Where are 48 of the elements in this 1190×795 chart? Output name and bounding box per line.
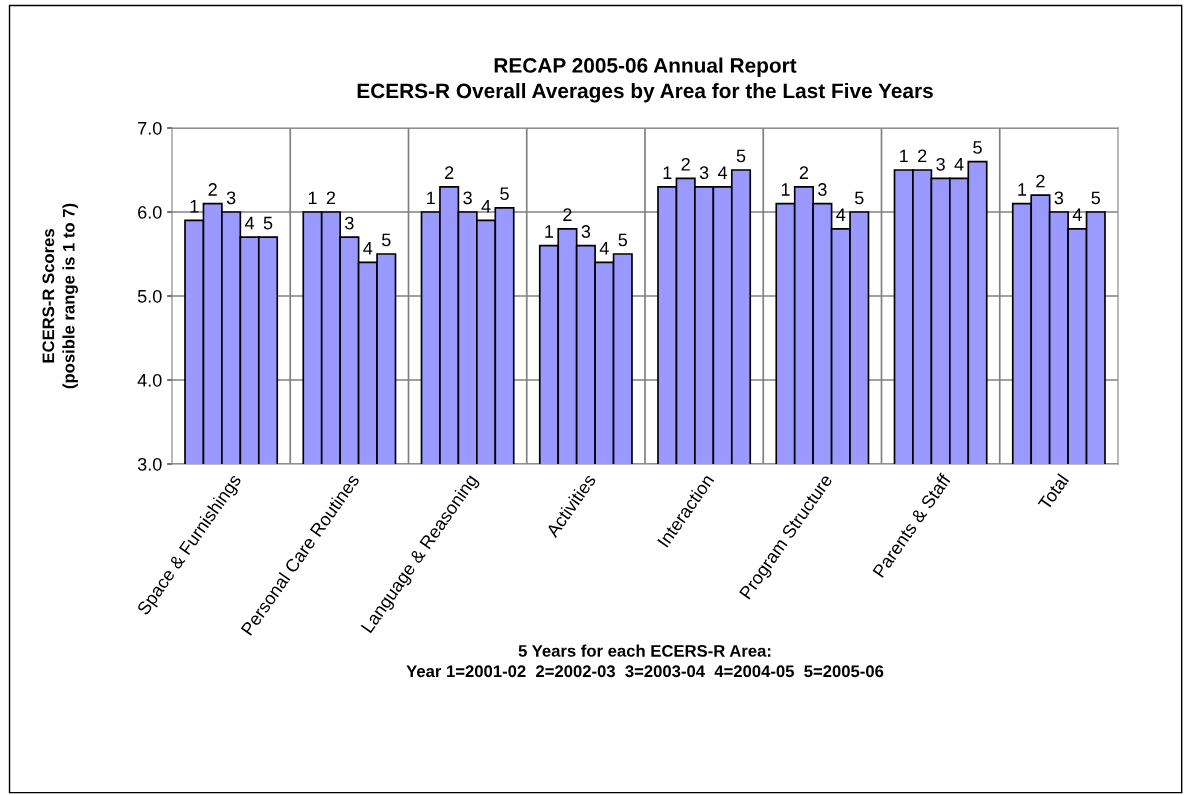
text: 3: [463, 191, 472, 205]
text: 1: [663, 166, 672, 179]
text: 1: [781, 183, 790, 196]
text: 2: [445, 166, 454, 179]
y-tick-label: 4.0: [137, 373, 162, 387]
text: 4: [1072, 208, 1082, 221]
text: 5: [381, 233, 391, 247]
text: 5: [736, 149, 746, 163]
text: 4: [244, 216, 255, 230]
text: 1: [308, 191, 317, 205]
text: 1: [1018, 183, 1027, 196]
y-tick-label: 6.0: [138, 205, 162, 219]
text: 3: [699, 166, 709, 180]
series-label: 3: [345, 216, 354, 230]
text: 4: [599, 242, 609, 255]
series-label: 5: [263, 216, 273, 230]
text: 3: [936, 157, 945, 171]
chart-title: RECAP 2005-06 Annual Report ECERS-R Overall Averages by Area for the Last Five Years: [357, 57, 933, 103]
text: 3: [818, 183, 827, 196]
text: 3: [581, 225, 591, 238]
y-axis-title: ECERS-R Scores (posible range is 1 to 7): [42, 203, 78, 389]
text: 5: [618, 233, 628, 247]
series-label: 1: [190, 200, 199, 213]
y-tick-label: 5.0: [137, 289, 162, 303]
text: 4: [481, 200, 491, 213]
text: 3: [1054, 191, 1064, 205]
text: 4: [717, 166, 728, 179]
series-label: 4: [363, 242, 373, 255]
y-tick-label: 7.0: [138, 121, 162, 135]
series-label: 2: [208, 183, 217, 196]
text: 2: [1036, 174, 1045, 188]
text: 4: [836, 208, 846, 221]
text: 2: [326, 191, 336, 205]
text: 1: [427, 191, 435, 205]
text: 5: [973, 141, 982, 154]
text: 5: [1091, 191, 1101, 205]
text: 5: [500, 187, 509, 201]
y-tick-label: 3.0: [137, 457, 162, 471]
text: 2: [563, 208, 572, 221]
text: 1: [900, 149, 908, 163]
text: 3: [226, 191, 236, 205]
text: 1: [545, 225, 554, 238]
x-axis-title: 5 Years for each ECERS-R Area: Year 1=2001-02 2=2002-03 3=2003-04 4=2004-05 5=2005-06: [406, 644, 884, 678]
text: 5: [854, 191, 864, 205]
text: 2: [799, 166, 809, 179]
text: 2: [681, 157, 690, 171]
text: 2: [918, 149, 927, 163]
text: 4: [954, 158, 964, 171]
